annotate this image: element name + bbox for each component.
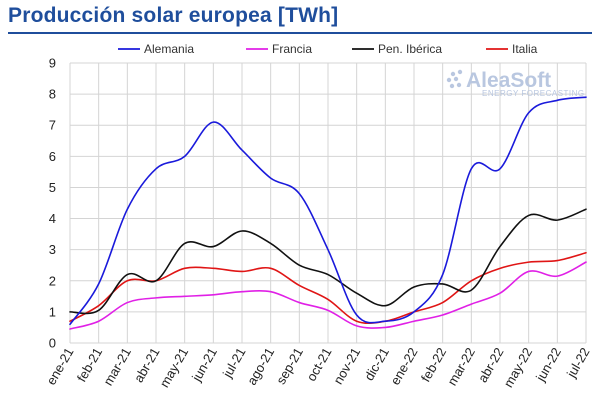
series-line-pen-iberica (69, 208, 587, 315)
legend-label-alemania: Alemania (144, 42, 194, 56)
watermark: AleaSoft ENERGY FORECASTING (446, 69, 585, 98)
x-tick-label: dic-21 (361, 345, 392, 383)
x-tick-label: jul-21 (219, 345, 248, 381)
watermark-name: AleaSoft (466, 69, 551, 92)
series-line-francia (69, 261, 587, 330)
x-tick-label: ene-22 (387, 345, 420, 388)
x-tick-label: mar-22 (444, 345, 478, 388)
legend-label-pen-iberica: Pen. Ibérica (378, 42, 442, 56)
x-tick-label: ago-21 (244, 345, 277, 388)
y-tick-label: 2 (49, 273, 56, 288)
legend-label-francia: Francia (272, 42, 312, 56)
grid (69, 62, 587, 344)
x-tick-label: may-21 (157, 345, 192, 390)
legend: Alemania Francia Pen. Ibérica Italia (118, 42, 538, 56)
aleasoft-logo-icon (446, 69, 463, 89)
y-tick-label: 3 (49, 242, 56, 257)
y-tick-label: 1 (49, 304, 56, 319)
y-tick-label: 5 (49, 180, 56, 195)
page-title: Producción solar europea [TWh] (8, 4, 339, 27)
y-tick-label: 6 (49, 149, 56, 164)
series-lines (69, 96, 587, 330)
x-tick-label: may-22 (501, 345, 536, 390)
y-tick-label: 8 (49, 87, 56, 102)
y-tick-label: 0 (49, 336, 56, 351)
x-tick-label: ene-21 (43, 345, 76, 388)
x-tick-label: jul-22 (563, 345, 592, 381)
title-divider (8, 32, 592, 34)
y-tick-label: 9 (49, 56, 56, 71)
y-tick-label: 4 (49, 211, 56, 226)
x-tick-label: sep-21 (273, 345, 306, 387)
x-tick-label: jun-22 (532, 345, 564, 385)
watermark-tagline: ENERGY FORECASTING (482, 89, 585, 98)
x-tick-label: nov-21 (330, 345, 363, 387)
x-tick-label: oct-21 (304, 345, 335, 384)
axes: 0123456789ene-21feb-21mar-21abr-21may-21… (43, 56, 592, 391)
series-line-alemania (69, 96, 587, 326)
x-tick-label: mar-21 (100, 345, 134, 388)
legend-label-italia: Italia (512, 42, 538, 56)
y-tick-label: 7 (49, 118, 56, 133)
x-tick-label: jun-21 (188, 345, 220, 385)
